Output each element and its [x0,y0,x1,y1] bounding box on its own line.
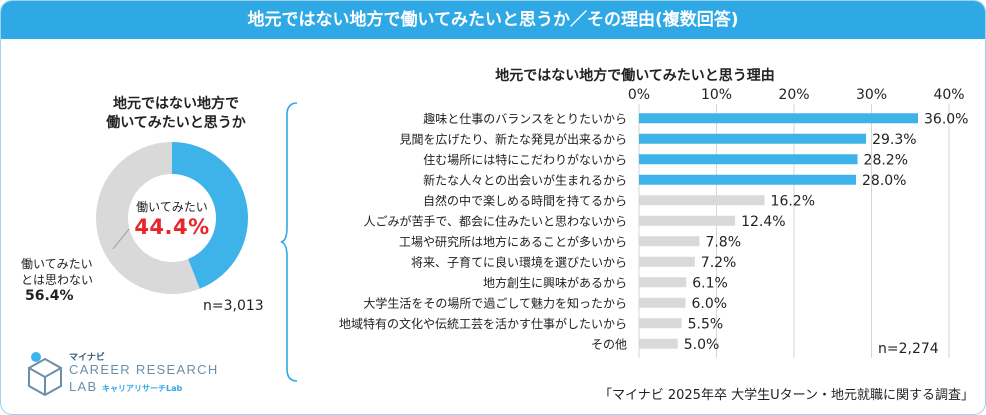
bar [639,215,736,226]
value-label: 16.2% [771,193,815,209]
bar [639,174,856,185]
value-label: 6.1% [692,275,728,291]
value-label: 36.0% [924,111,968,127]
category-label: 人ごみが苦手で、都会に住みたいと思わないから [363,213,627,228]
x-tick-label: 40% [933,87,964,103]
pie-not-label: 働いてみたい とは思わない [21,256,101,288]
value-label: 7.8% [705,234,741,250]
category-label: 見聞を広げたり、新たな発見が出来るから [399,131,627,146]
bar [639,113,918,124]
x-tick-label: 0% [628,87,650,103]
x-tick-label: 30% [856,87,887,103]
pie-not-value: 56.4% [25,288,74,304]
bar [639,277,687,288]
category-label: 工場や研究所は地方にあることが多いから [399,234,627,249]
value-label: 12.4% [741,214,785,230]
pie-leader-line [112,228,130,250]
pie-n-label: n=3,013 [203,298,264,314]
category-label: 地方創生に興味があるから [483,275,627,290]
category-label: その他 [591,337,627,351]
value-label: 6.0% [692,296,728,312]
bar [639,154,858,165]
bar-chart-title: 地元ではない地方で働いてみたいと思う理由 [495,68,775,84]
bar-n-label: n=2,274 [878,341,939,357]
pie-not-label-line2: とは思わない [21,273,94,287]
value-label: 7.2% [701,255,737,271]
donut-chart [96,142,249,294]
category-label: 新たな人々との出会いが生まれるから [423,172,627,187]
logo-brand: マイナビ [69,353,105,363]
category-label: 将来、子育てに良い環境を選びたいから [411,254,627,269]
value-label: 28.0% [862,173,906,189]
bar-chart: 0% 10% 20% 30% 40% 趣味と仕事のバランスをとりたいから 36.0% 見聞を広… [339,87,968,358]
pie-title-line2: 働いてみたいと思うか [106,115,246,131]
pie-not-label-line1: 働いてみたい [21,257,93,271]
x-tick-label: 20% [778,87,809,103]
category-label: 趣味と仕事のバランスをとりたいから [423,111,627,126]
curly-brace [280,102,298,382]
value-label: 29.3% [872,132,916,148]
value-label: 28.2% [864,152,908,168]
bar [639,318,682,329]
logo-line1: CAREER RESEARCH [69,362,219,377]
pie-center-label: 働いてみたい [136,200,208,214]
bar [639,195,765,206]
bar [639,338,678,349]
x-tick-label: 10% [701,87,732,103]
category-label: 大学生活をその場所で過ごして魅力を知ったから [363,295,627,310]
source-note: 「マイナビ 2025年卒 大学生Uターン・地元就職に関する調査」 [599,388,974,403]
logo-kana: キャリアリサーチLab [102,384,183,393]
bar [639,133,867,144]
pie-title: 地元ではない地方で 働いてみたいと思うか [86,95,266,133]
cube-logo-icon [28,352,62,397]
pie-slice [96,142,200,294]
category-label: 住む場所には特にこだわりがないから [423,152,627,167]
bar [639,297,686,308]
category-label: 地域特有の文化や伝統工芸を活かす仕事がしたいから [339,316,627,331]
pie-center-value: 44.4% [134,215,210,239]
value-label: 5.5% [688,316,724,332]
header-title: 地元ではない地方で働いてみたいと思うか／その理由(複数回答) [1,1,985,39]
logo-line2: LAB [69,379,98,394]
bar [639,236,700,247]
pie-slice [172,142,249,289]
bar [639,256,695,267]
value-label: 5.0% [684,337,720,353]
category-label: 自然の中で楽しめる時間を持てるから [423,193,627,208]
pie-title-line1: 地元ではない地方で [113,96,239,112]
